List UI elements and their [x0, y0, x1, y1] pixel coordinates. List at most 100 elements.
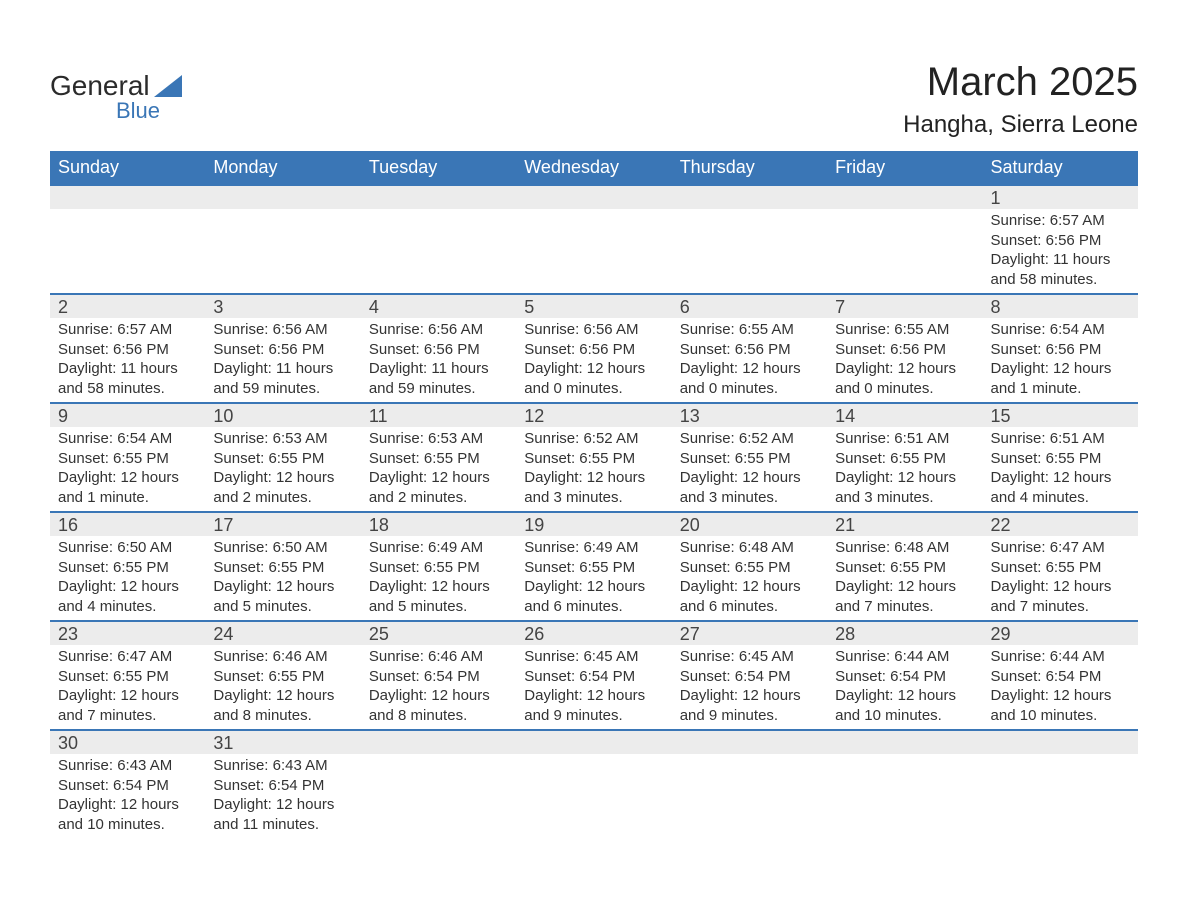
- week-detail-row: Sunrise: 6:43 AMSunset: 6:54 PMDaylight:…: [50, 754, 1138, 838]
- day-number-cell: 27: [672, 621, 827, 645]
- day-detail-cell: Sunrise: 6:50 AMSunset: 6:55 PMDaylight:…: [205, 536, 360, 621]
- day-number-cell: 22: [983, 512, 1138, 536]
- calendar-body: 1Sunrise: 6:57 AMSunset: 6:56 PMDaylight…: [50, 185, 1138, 838]
- title-block: March 2025 Hangha, Sierra Leone: [903, 40, 1138, 139]
- day-detail-line: and 0 minutes.: [524, 379, 663, 399]
- day-detail-line: Daylight: 11 hours: [58, 359, 197, 379]
- day-detail-line: and 8 minutes.: [369, 706, 508, 726]
- week-detail-row: Sunrise: 6:50 AMSunset: 6:55 PMDaylight:…: [50, 536, 1138, 621]
- day-detail-line: Sunset: 6:54 PM: [58, 776, 197, 796]
- day-number-cell: 17: [205, 512, 360, 536]
- day-detail-line: Daylight: 12 hours: [680, 468, 819, 488]
- day-detail-line: Sunset: 6:56 PM: [369, 340, 508, 360]
- day-detail-cell: Sunrise: 6:51 AMSunset: 6:55 PMDaylight:…: [983, 427, 1138, 512]
- day-number-cell: 16: [50, 512, 205, 536]
- week-daynum-row: 23242526272829: [50, 621, 1138, 645]
- day-detail-line: Sunrise: 6:53 AM: [369, 429, 508, 449]
- day-detail-line: Sunset: 6:55 PM: [991, 558, 1130, 578]
- weekday-header: Wednesday: [516, 151, 671, 185]
- week-daynum-row: 16171819202122: [50, 512, 1138, 536]
- day-detail-line: Sunset: 6:54 PM: [991, 667, 1130, 687]
- day-detail-cell: Sunrise: 6:49 AMSunset: 6:55 PMDaylight:…: [516, 536, 671, 621]
- day-detail-cell: Sunrise: 6:47 AMSunset: 6:55 PMDaylight:…: [50, 645, 205, 730]
- week-daynum-row: 9101112131415: [50, 403, 1138, 427]
- day-number-cell: 14: [827, 403, 982, 427]
- day-detail-cell: [361, 754, 516, 838]
- week-daynum-row: 1: [50, 185, 1138, 209]
- day-detail-line: and 0 minutes.: [835, 379, 974, 399]
- location: Hangha, Sierra Leone: [903, 111, 1138, 139]
- day-detail-cell: Sunrise: 6:56 AMSunset: 6:56 PMDaylight:…: [516, 318, 671, 403]
- day-detail-line: Sunset: 6:55 PM: [58, 558, 197, 578]
- day-detail-line: Sunset: 6:55 PM: [213, 558, 352, 578]
- day-number-cell: 13: [672, 403, 827, 427]
- day-detail-line: Sunset: 6:55 PM: [213, 667, 352, 687]
- day-number-cell: 1: [983, 185, 1138, 209]
- day-detail-line: Daylight: 12 hours: [680, 686, 819, 706]
- day-detail-line: and 59 minutes.: [213, 379, 352, 399]
- day-detail-line: Sunrise: 6:55 AM: [835, 320, 974, 340]
- day-detail-line: Sunset: 6:54 PM: [835, 667, 974, 687]
- day-detail-line: Sunset: 6:56 PM: [58, 340, 197, 360]
- day-detail-line: Sunrise: 6:53 AM: [213, 429, 352, 449]
- day-detail-line: and 5 minutes.: [213, 597, 352, 617]
- day-detail-cell: Sunrise: 6:45 AMSunset: 6:54 PMDaylight:…: [516, 645, 671, 730]
- day-number-cell: [205, 185, 360, 209]
- week-detail-row: Sunrise: 6:57 AMSunset: 6:56 PMDaylight:…: [50, 318, 1138, 403]
- day-detail-line: and 2 minutes.: [369, 488, 508, 508]
- day-number-cell: [50, 185, 205, 209]
- day-detail-line: Daylight: 12 hours: [58, 468, 197, 488]
- day-detail-line: Daylight: 12 hours: [213, 795, 352, 815]
- day-number-cell: 7: [827, 294, 982, 318]
- day-detail-line: Daylight: 12 hours: [58, 795, 197, 815]
- day-detail-line: Sunset: 6:56 PM: [835, 340, 974, 360]
- day-detail-cell: Sunrise: 6:48 AMSunset: 6:55 PMDaylight:…: [827, 536, 982, 621]
- weekday-header: Monday: [205, 151, 360, 185]
- day-detail-line: Daylight: 12 hours: [524, 577, 663, 597]
- day-detail-line: Sunrise: 6:57 AM: [58, 320, 197, 340]
- day-detail-line: and 58 minutes.: [991, 270, 1130, 290]
- day-detail-cell: Sunrise: 6:45 AMSunset: 6:54 PMDaylight:…: [672, 645, 827, 730]
- week-detail-row: Sunrise: 6:47 AMSunset: 6:55 PMDaylight:…: [50, 645, 1138, 730]
- day-detail-line: Sunset: 6:56 PM: [213, 340, 352, 360]
- day-detail-line: Sunset: 6:55 PM: [369, 449, 508, 469]
- day-detail-line: Sunrise: 6:45 AM: [524, 647, 663, 667]
- day-detail-line: Daylight: 12 hours: [58, 577, 197, 597]
- day-detail-cell: Sunrise: 6:53 AMSunset: 6:55 PMDaylight:…: [205, 427, 360, 512]
- month-title: March 2025: [903, 60, 1138, 105]
- day-detail-line: Sunrise: 6:51 AM: [991, 429, 1130, 449]
- day-detail-cell: Sunrise: 6:50 AMSunset: 6:55 PMDaylight:…: [50, 536, 205, 621]
- day-number-cell: 15: [983, 403, 1138, 427]
- day-detail-cell: Sunrise: 6:44 AMSunset: 6:54 PMDaylight:…: [983, 645, 1138, 730]
- day-detail-cell: Sunrise: 6:52 AMSunset: 6:55 PMDaylight:…: [516, 427, 671, 512]
- day-detail-line: Daylight: 11 hours: [213, 359, 352, 379]
- day-detail-line: Daylight: 12 hours: [213, 686, 352, 706]
- day-detail-cell: Sunrise: 6:47 AMSunset: 6:55 PMDaylight:…: [983, 536, 1138, 621]
- day-detail-cell: [50, 209, 205, 294]
- day-number-cell: [672, 730, 827, 754]
- day-detail-line: and 7 minutes.: [58, 706, 197, 726]
- day-detail-line: Sunrise: 6:50 AM: [58, 538, 197, 558]
- day-detail-line: Sunrise: 6:46 AM: [369, 647, 508, 667]
- day-detail-line: Daylight: 11 hours: [369, 359, 508, 379]
- day-detail-line: and 4 minutes.: [58, 597, 197, 617]
- day-number-cell: 8: [983, 294, 1138, 318]
- day-detail-cell: [361, 209, 516, 294]
- day-detail-line: and 9 minutes.: [524, 706, 663, 726]
- day-detail-line: Daylight: 12 hours: [991, 359, 1130, 379]
- day-detail-line: and 11 minutes.: [213, 815, 352, 835]
- day-detail-line: Sunrise: 6:48 AM: [680, 538, 819, 558]
- day-detail-cell: [827, 754, 982, 838]
- day-detail-cell: Sunrise: 6:48 AMSunset: 6:55 PMDaylight:…: [672, 536, 827, 621]
- day-detail-line: Daylight: 12 hours: [524, 686, 663, 706]
- day-detail-cell: Sunrise: 6:57 AMSunset: 6:56 PMDaylight:…: [50, 318, 205, 403]
- day-detail-cell: Sunrise: 6:46 AMSunset: 6:54 PMDaylight:…: [361, 645, 516, 730]
- day-number-cell: 4: [361, 294, 516, 318]
- day-detail-line: Daylight: 12 hours: [835, 468, 974, 488]
- day-detail-line: and 8 minutes.: [213, 706, 352, 726]
- day-detail-line: Sunrise: 6:47 AM: [991, 538, 1130, 558]
- day-detail-line: Sunrise: 6:49 AM: [369, 538, 508, 558]
- day-number-cell: [983, 730, 1138, 754]
- day-detail-line: Daylight: 12 hours: [835, 686, 974, 706]
- day-detail-line: and 3 minutes.: [680, 488, 819, 508]
